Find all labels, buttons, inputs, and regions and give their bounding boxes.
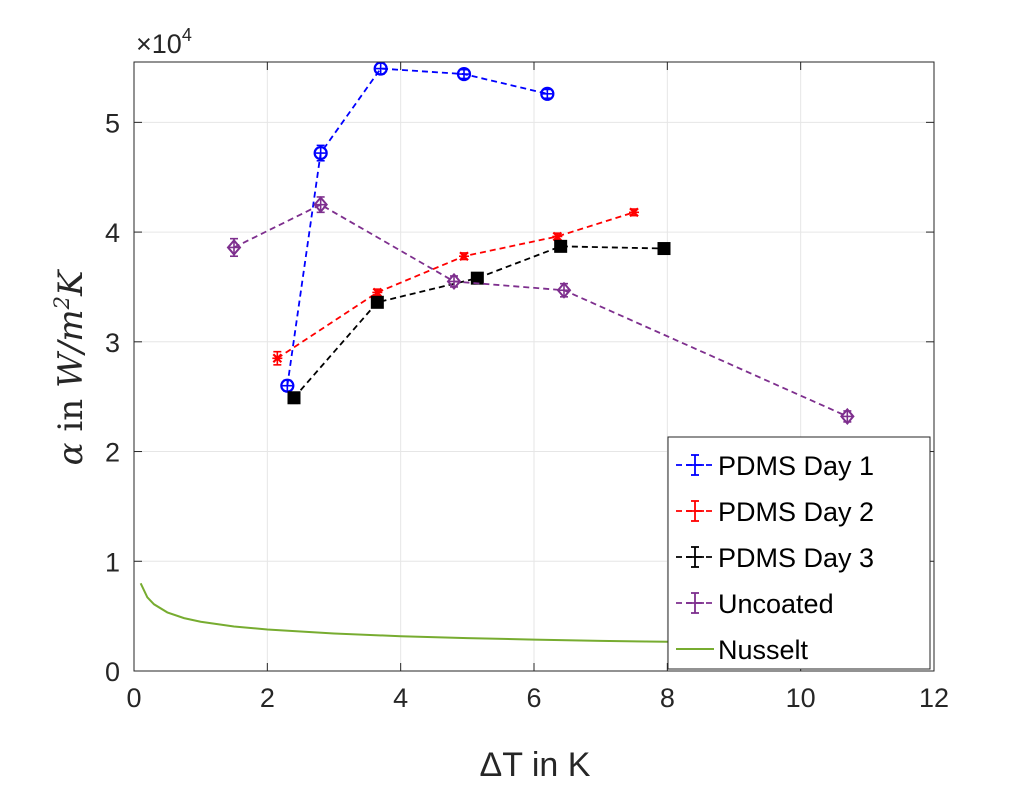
point-marker <box>372 287 383 298</box>
point-marker <box>540 86 555 101</box>
point-marker <box>313 196 328 214</box>
point-marker <box>456 66 472 82</box>
y-tick-label: 1 <box>105 547 120 577</box>
data-point <box>556 281 572 299</box>
legend-label: PDMS Day 2 <box>718 497 874 527</box>
grid <box>133 62 935 672</box>
x-tick-label: 4 <box>393 683 408 713</box>
legend-box <box>667 436 931 670</box>
point-marker <box>552 231 563 242</box>
plot-area <box>139 61 855 645</box>
point-marker <box>657 242 671 256</box>
point-marker <box>287 391 301 405</box>
y-tick-label: 5 <box>105 108 120 138</box>
x-axis-label: ΔT in K <box>480 746 591 784</box>
data-point <box>226 237 242 258</box>
point-marker <box>280 378 295 393</box>
series-uncoated <box>226 196 855 425</box>
point-marker <box>446 272 462 290</box>
legend-item: PDMS Day 1 <box>676 451 874 481</box>
point-marker <box>840 407 855 425</box>
data-point <box>287 391 301 405</box>
x-tick-label: 8 <box>660 683 675 713</box>
legend-item: PDMS Day 3 <box>676 543 874 573</box>
y-axis-label: α in W/m2K <box>50 268 91 465</box>
point-marker <box>226 238 242 256</box>
point-marker-stroke <box>372 287 383 298</box>
legend-label: PDMS Day 1 <box>718 451 874 481</box>
data-point <box>554 239 568 253</box>
y-tick-label: 0 <box>105 657 120 687</box>
data-point <box>840 407 855 425</box>
point-marker <box>470 271 484 285</box>
legend: PDMS Day 1 PDMS Day 2 PDMS Day 3 Uncoated Nu… <box>667 436 931 670</box>
data-point <box>373 61 388 76</box>
series-pdms-day-3 <box>287 239 671 405</box>
legend-item: PDMS Day 2 <box>676 497 874 527</box>
x-tick-label: 12 <box>919 683 949 713</box>
y-exponent-label: ×104 <box>136 25 192 59</box>
data-point <box>540 86 555 101</box>
point-marker <box>272 353 283 364</box>
y-exponent-power: 4 <box>182 25 192 45</box>
y-tick-label: 3 <box>105 328 120 358</box>
y-exponent-base: ×10 <box>136 29 182 59</box>
point-marker <box>459 251 469 261</box>
series-line <box>286 67 548 386</box>
point-marker <box>629 207 639 218</box>
point-marker-stroke <box>272 353 283 364</box>
data-point <box>313 144 328 162</box>
series-pdms-day-2 <box>272 207 639 366</box>
data-point <box>657 242 671 256</box>
data-point <box>629 207 639 218</box>
legend-item: Nusselt <box>676 635 809 665</box>
point-marker-stroke <box>629 207 639 218</box>
x-tick-label: 0 <box>126 683 141 713</box>
legend-item: Uncoated <box>676 589 834 619</box>
data-point <box>456 66 472 82</box>
point-marker <box>556 281 572 299</box>
legend-label: Nusselt <box>718 635 809 665</box>
point-marker <box>373 61 388 76</box>
data-point <box>446 272 462 290</box>
legend-label: Uncoated <box>718 589 834 619</box>
point-marker <box>370 295 384 309</box>
point-marker <box>554 239 568 253</box>
legend-label: PDMS Day 3 <box>718 543 874 573</box>
point-marker <box>313 145 328 161</box>
data-point <box>272 350 283 366</box>
y-tick-label: 2 <box>105 438 120 468</box>
data-point <box>470 271 484 285</box>
data-point <box>313 196 328 214</box>
y-tick-label: 4 <box>105 218 120 248</box>
data-point <box>372 287 383 298</box>
point-marker-stroke <box>459 251 469 261</box>
x-tick-label: 10 <box>786 683 816 713</box>
series-pdms-day-1 <box>280 61 555 393</box>
x-tick-label: 6 <box>526 683 541 713</box>
data-point <box>552 231 563 242</box>
series-line <box>293 245 665 399</box>
data-point <box>370 295 384 309</box>
data-point <box>459 251 469 261</box>
data-point <box>280 378 295 393</box>
point-marker-stroke <box>552 231 563 242</box>
x-tick-label: 2 <box>260 683 275 713</box>
